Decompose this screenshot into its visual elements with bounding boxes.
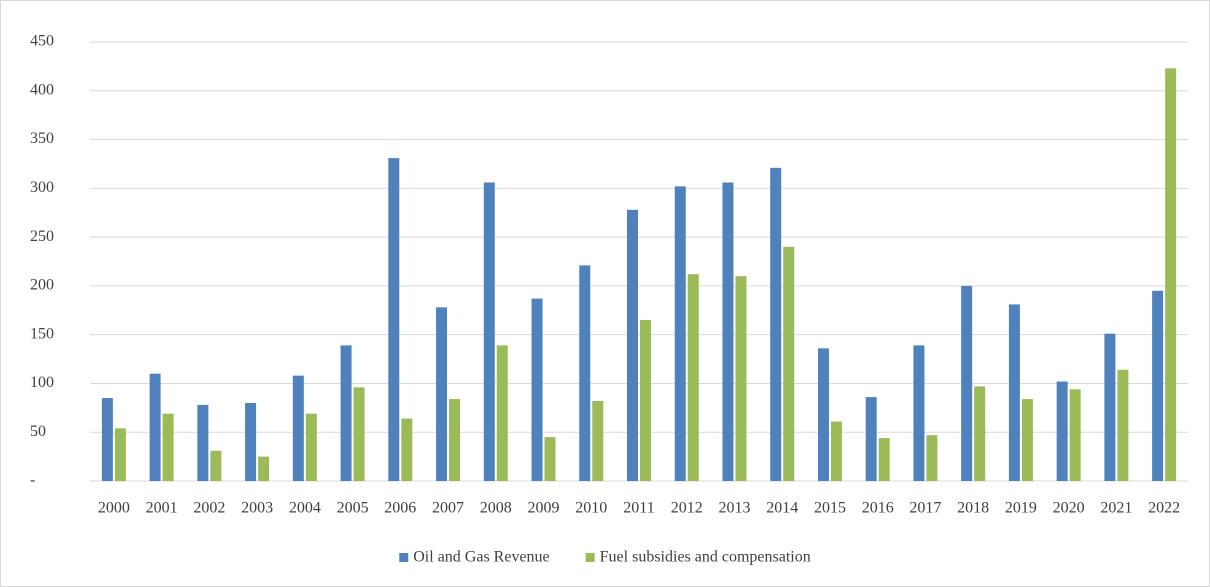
y-tick-label: 250 [30,228,54,245]
bar [735,276,747,481]
bar [770,167,782,481]
bar [245,402,257,481]
bar [722,182,734,482]
bar [865,397,877,481]
bar [783,246,795,481]
bar [913,345,925,481]
bar [592,401,604,481]
bar [436,307,448,481]
bar [1008,304,1020,481]
x-tick-label: 2018 [957,500,989,517]
x-tick-label: 2011 [623,500,654,517]
bar [401,418,413,481]
bar [114,428,126,481]
y-tick-label: 150 [30,325,54,342]
y-tick-label: 400 [30,81,54,98]
x-tick-label: 2017 [909,500,941,517]
bar [687,274,699,481]
x-tick-label: 2001 [146,500,178,517]
y-tick-label: 350 [30,130,54,147]
y-tick-label: 450 [30,33,54,50]
bar [640,320,651,481]
bar [1165,68,1177,481]
x-tick-label: 2020 [1053,500,1085,517]
bar [1069,389,1081,481]
bar [1021,399,1033,481]
x-tick-label: 2008 [480,500,512,517]
bar [149,373,161,481]
legend-swatch [585,553,595,562]
bar [1152,290,1164,481]
bar [1117,369,1129,481]
x-tick-label: 2022 [1148,500,1180,517]
bar [1056,381,1068,481]
x-tick-label: 2015 [814,500,846,517]
bar [531,298,543,481]
bar [674,186,686,482]
x-tick-label: 2004 [289,500,321,517]
bar [627,209,638,481]
bar [974,386,986,481]
y-tick-label: - [30,472,35,489]
x-tick-label: 2003 [241,500,273,517]
x-tick-label: 2007 [432,500,464,517]
x-tick-label: 2000 [98,500,130,517]
bar [305,413,317,481]
legend-label: Fuel subsidies and compensation [600,549,811,566]
bar [258,456,270,481]
y-tick-label: 50 [30,423,46,440]
bar [197,404,209,481]
bar [292,375,304,481]
x-tick-label: 2021 [1100,500,1132,517]
bar [1104,333,1116,481]
bar [388,158,400,481]
bar [101,398,113,481]
x-tick-label: 2012 [671,500,703,517]
x-tick-label: 2009 [528,500,560,517]
bar [449,399,461,481]
x-tick-label: 2014 [766,500,798,517]
legend-swatch [399,553,409,562]
x-tick-label: 2006 [384,500,416,517]
bar [926,435,938,481]
bar [340,345,352,481]
bar [496,345,508,481]
bar [544,437,556,481]
bar [830,421,842,481]
x-tick-label: 2019 [1005,500,1037,517]
x-tick-label: 2013 [718,500,750,517]
bar [353,387,365,481]
bar [162,413,174,481]
bar [483,182,495,482]
x-tick-label: 2016 [862,500,894,517]
bar [878,438,890,481]
bar [961,285,973,481]
legend-label: Oil and Gas Revenue [413,549,549,566]
x-tick-label: 2010 [575,500,607,517]
y-tick-label: 200 [30,277,54,294]
bar [210,450,222,481]
y-tick-label: 300 [30,179,54,196]
bar [579,265,591,481]
y-tick-label: 100 [30,374,54,391]
bar [817,348,829,481]
x-tick-label: 2005 [337,500,369,517]
x-tick-label: 2002 [193,500,225,517]
